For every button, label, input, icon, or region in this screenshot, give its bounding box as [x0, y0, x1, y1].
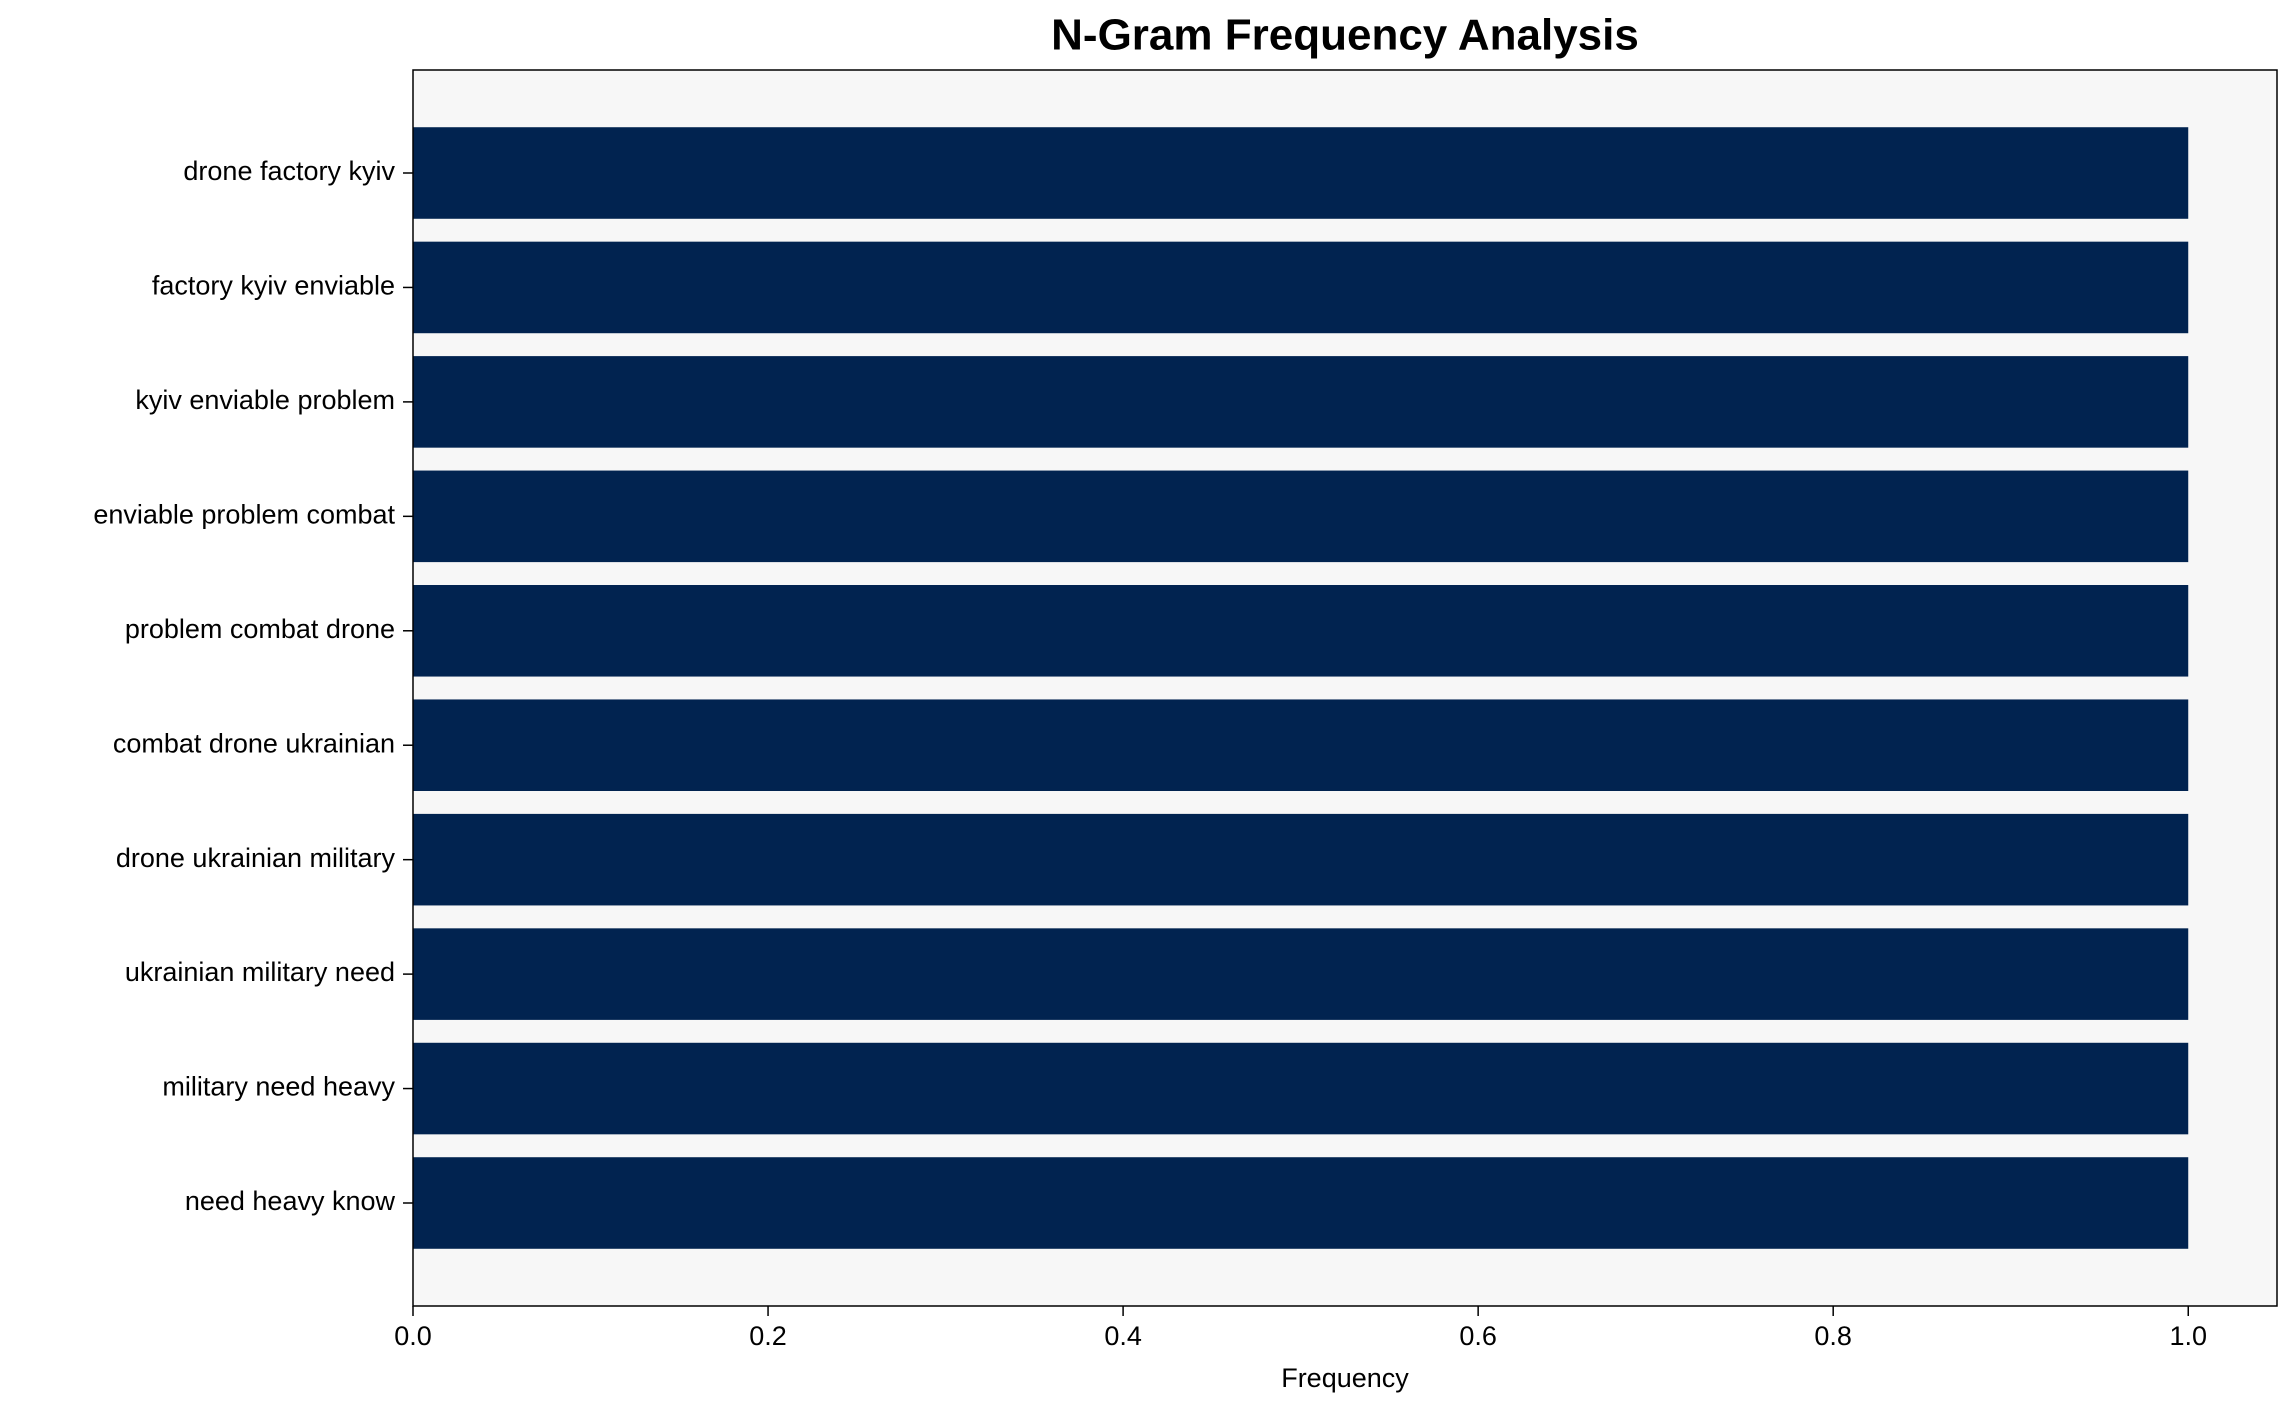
y-tick-label: combat drone ukrainian — [113, 728, 395, 758]
bar — [413, 813, 2189, 906]
x-axis-label: Frequency — [1281, 1363, 1409, 1393]
y-tick-label: drone ukrainian military — [116, 843, 396, 873]
bar — [413, 1042, 2189, 1135]
x-tick-label: 0.6 — [1459, 1321, 1497, 1351]
bar — [413, 585, 2189, 677]
bar — [413, 127, 2189, 219]
y-tick-label: drone factory kyiv — [183, 156, 395, 186]
bar — [413, 241, 2189, 334]
y-tick-label: military need heavy — [162, 1072, 395, 1102]
y-tick-label: enviable problem combat — [93, 499, 395, 529]
plot-frame — [412, 69, 2278, 1307]
y-tick-label: need heavy know — [185, 1186, 396, 1216]
y-tick-label: factory kyiv enviable — [152, 271, 395, 301]
bar — [413, 1157, 2189, 1249]
x-tick-label: 1.0 — [2169, 1321, 2207, 1351]
x-tick-label: 0.0 — [394, 1321, 432, 1351]
bar — [413, 699, 2189, 791]
y-tick-label: problem combat drone — [125, 614, 395, 644]
bar — [413, 470, 2189, 563]
bar — [413, 356, 2189, 448]
y-tick-label: kyiv enviable problem — [135, 385, 395, 415]
x-tick-label: 0.4 — [1104, 1321, 1142, 1351]
bar — [413, 928, 2189, 1020]
x-tick-label: 0.2 — [749, 1321, 787, 1351]
x-tick-label: 0.8 — [1814, 1321, 1852, 1351]
y-tick-label: ukrainian military need — [125, 957, 395, 987]
chart-title: N-Gram Frequency Analysis — [1051, 11, 1639, 60]
